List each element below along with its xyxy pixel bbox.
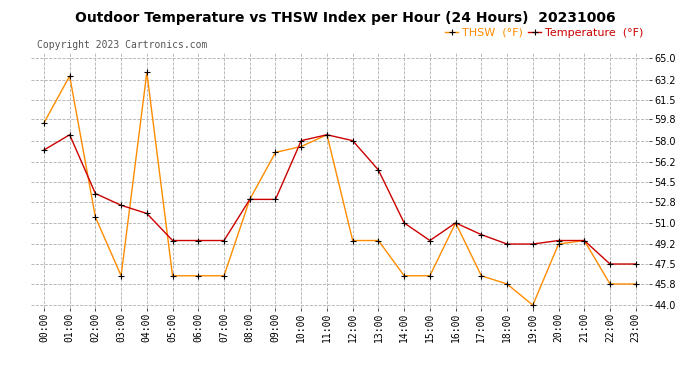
THSW  (°F)	[554, 242, 562, 246]
Temperature  (°F)	[477, 232, 486, 237]
THSW  (°F)	[606, 282, 614, 286]
Temperature  (°F)	[40, 148, 48, 152]
Temperature  (°F)	[451, 220, 460, 225]
Temperature  (°F)	[194, 238, 202, 243]
Temperature  (°F)	[400, 220, 408, 225]
Text: Copyright 2023 Cartronics.com: Copyright 2023 Cartronics.com	[37, 40, 208, 50]
THSW  (°F)	[117, 273, 126, 278]
Temperature  (°F)	[580, 238, 589, 243]
THSW  (°F)	[220, 273, 228, 278]
THSW  (°F)	[271, 150, 279, 154]
Temperature  (°F)	[606, 262, 614, 266]
Legend: THSW  (°F), Temperature  (°F): THSW (°F), Temperature (°F)	[445, 27, 643, 38]
Temperature  (°F)	[271, 197, 279, 202]
Temperature  (°F)	[503, 242, 511, 246]
THSW  (°F)	[168, 273, 177, 278]
Temperature  (°F)	[143, 211, 151, 216]
Temperature  (°F)	[246, 197, 254, 202]
THSW  (°F)	[297, 144, 306, 149]
THSW  (°F)	[323, 132, 331, 137]
THSW  (°F)	[400, 273, 408, 278]
Temperature  (°F)	[426, 238, 434, 243]
Temperature  (°F)	[529, 242, 537, 246]
THSW  (°F)	[503, 282, 511, 286]
THSW  (°F)	[631, 282, 640, 286]
THSW  (°F)	[477, 273, 486, 278]
Temperature  (°F)	[117, 203, 126, 207]
Line: THSW  (°F): THSW (°F)	[41, 69, 639, 309]
Temperature  (°F)	[297, 138, 306, 143]
Line: Temperature  (°F): Temperature (°F)	[41, 131, 639, 267]
THSW  (°F)	[91, 215, 99, 219]
THSW  (°F)	[40, 121, 48, 125]
THSW  (°F)	[143, 70, 151, 75]
Temperature  (°F)	[91, 191, 99, 196]
Text: Outdoor Temperature vs THSW Index per Hour (24 Hours)  20231006: Outdoor Temperature vs THSW Index per Ho…	[75, 11, 615, 25]
Temperature  (°F)	[323, 132, 331, 137]
THSW  (°F)	[348, 238, 357, 243]
Temperature  (°F)	[168, 238, 177, 243]
Temperature  (°F)	[348, 138, 357, 143]
THSW  (°F)	[529, 303, 537, 307]
THSW  (°F)	[451, 220, 460, 225]
THSW  (°F)	[194, 273, 202, 278]
Temperature  (°F)	[220, 238, 228, 243]
Temperature  (°F)	[374, 168, 382, 172]
THSW  (°F)	[580, 238, 589, 243]
THSW  (°F)	[66, 74, 74, 78]
THSW  (°F)	[374, 238, 382, 243]
THSW  (°F)	[426, 273, 434, 278]
THSW  (°F)	[246, 197, 254, 202]
Temperature  (°F)	[66, 132, 74, 137]
Temperature  (°F)	[631, 262, 640, 266]
Temperature  (°F)	[554, 238, 562, 243]
